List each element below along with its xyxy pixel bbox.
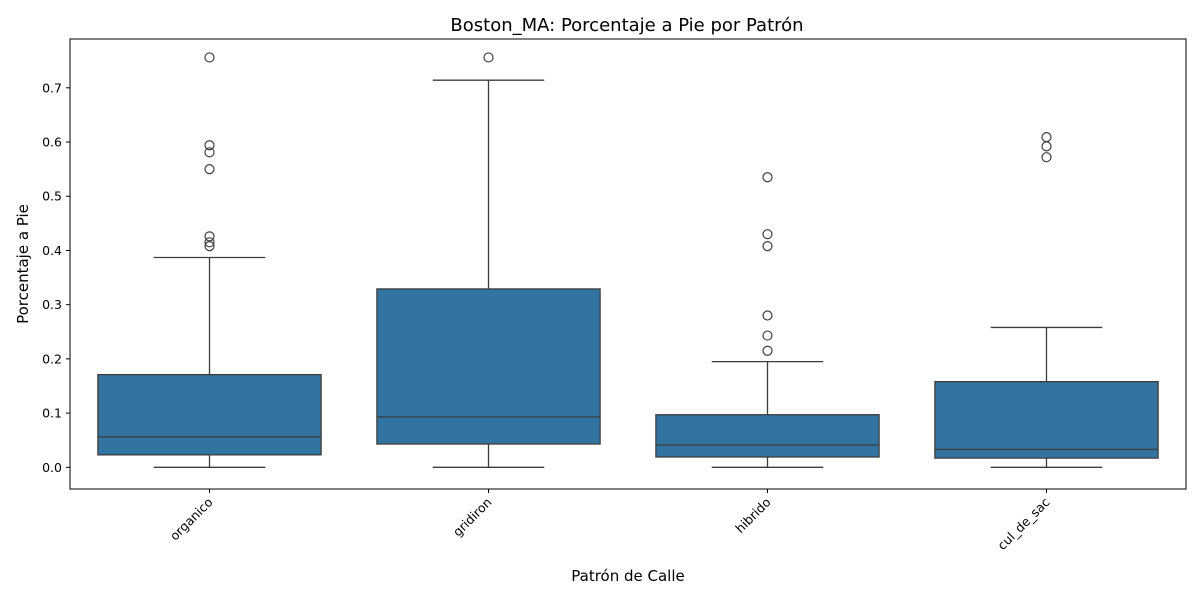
outlier-point	[204, 164, 215, 175]
y-tick-label: 0.5	[42, 189, 62, 204]
box-cul_de_sac	[934, 381, 1159, 459]
outlier-point	[762, 345, 773, 356]
x-tick-label: gridiron	[450, 495, 495, 540]
x-tick-label: cul_de_sac	[994, 494, 1052, 552]
outlier-point	[1041, 141, 1052, 152]
outlier-point	[762, 229, 773, 240]
y-tick-label: 0.7	[42, 80, 62, 95]
x-tick-label: hibrido	[732, 495, 773, 536]
outlier-point	[483, 52, 494, 63]
box-gridiron	[376, 288, 601, 445]
x-axis-label: Patrón de Calle	[571, 567, 684, 585]
outlier-point	[204, 147, 215, 158]
y-tick-label: 0.2	[42, 351, 62, 366]
box-hibrido	[655, 414, 880, 458]
y-axis-label: Porcentaje a Pie	[14, 204, 32, 324]
outlier-point	[204, 237, 215, 248]
x-tick-label: organico	[167, 495, 216, 544]
outlier-point	[1041, 152, 1052, 163]
y-tick-label: 0.1	[42, 406, 62, 421]
y-tick-label: 0.6	[42, 135, 62, 150]
plot-area: 0.0 0.1 0.2 0.3 0.4 0.5 0.6 0.7 organico gridiron…	[42, 52, 1159, 553]
y-tick-label: 0.4	[42, 243, 62, 258]
outlier-point	[762, 172, 773, 183]
outlier-point	[204, 140, 215, 151]
chart-title: Boston_MA: Porcentaje a Pie por Patrón	[450, 15, 803, 36]
box-organico	[97, 373, 322, 456]
outlier-point	[762, 310, 773, 321]
outlier-point	[204, 241, 215, 252]
outlier-point	[762, 241, 773, 252]
outlier-point	[204, 52, 215, 63]
y-tick-label: 0.0	[42, 460, 62, 475]
y-tick-label: 0.3	[42, 297, 62, 312]
plot-frame	[69, 38, 1187, 490]
outlier-point	[204, 231, 215, 242]
outlier-point	[762, 330, 773, 341]
outlier-point	[1041, 132, 1052, 143]
